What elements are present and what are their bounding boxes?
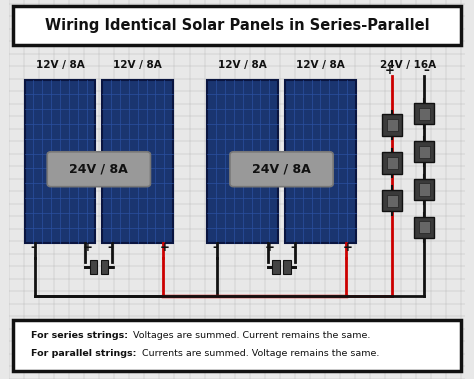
- Bar: [419, 183, 430, 196]
- Text: –: –: [30, 241, 36, 254]
- Bar: [90, 260, 97, 274]
- Text: 12V / 8A: 12V / 8A: [36, 60, 84, 70]
- Bar: [382, 190, 402, 211]
- Bar: [414, 141, 434, 162]
- Text: 12V / 8A: 12V / 8A: [296, 60, 345, 70]
- Text: +: +: [385, 64, 395, 77]
- Bar: [285, 80, 356, 243]
- Text: 12V / 8A: 12V / 8A: [219, 60, 267, 70]
- Text: Currents are summed. Voltage remains the same.: Currents are summed. Voltage remains the…: [139, 349, 379, 358]
- Bar: [100, 260, 108, 274]
- Text: +: +: [160, 241, 170, 254]
- FancyBboxPatch shape: [47, 152, 150, 187]
- Text: –: –: [424, 64, 429, 77]
- Bar: [414, 103, 434, 124]
- Bar: [414, 217, 434, 238]
- Bar: [25, 80, 95, 243]
- Bar: [387, 119, 398, 131]
- Text: –: –: [213, 241, 219, 254]
- Text: For series strings:: For series strings:: [31, 331, 128, 340]
- Text: 24V / 8A: 24V / 8A: [252, 163, 311, 176]
- Bar: [419, 221, 430, 233]
- Bar: [273, 260, 280, 274]
- Text: For parallel strings:: For parallel strings:: [31, 349, 137, 358]
- Bar: [13, 6, 461, 45]
- Text: +: +: [82, 241, 92, 254]
- Text: Wiring Identical Solar Panels in Series-Parallel: Wiring Identical Solar Panels in Series-…: [45, 18, 429, 33]
- Bar: [207, 80, 278, 243]
- Text: +: +: [343, 241, 353, 254]
- Bar: [283, 260, 291, 274]
- Text: +: +: [265, 241, 275, 254]
- Text: 12V / 8A: 12V / 8A: [113, 60, 162, 70]
- Bar: [382, 152, 402, 174]
- Text: –: –: [290, 241, 296, 254]
- FancyBboxPatch shape: [230, 152, 333, 187]
- Bar: [419, 146, 430, 158]
- Text: 24V / 8A: 24V / 8A: [70, 163, 128, 176]
- Bar: [387, 157, 398, 169]
- Text: –: –: [108, 241, 113, 254]
- Text: Voltages are summed. Current remains the same.: Voltages are summed. Current remains the…: [130, 331, 370, 340]
- Bar: [414, 179, 434, 200]
- Bar: [13, 320, 461, 371]
- Bar: [382, 114, 402, 136]
- Bar: [387, 195, 398, 207]
- Bar: [102, 80, 173, 243]
- Text: 24V / 16A: 24V / 16A: [380, 60, 437, 70]
- Bar: [419, 108, 430, 120]
